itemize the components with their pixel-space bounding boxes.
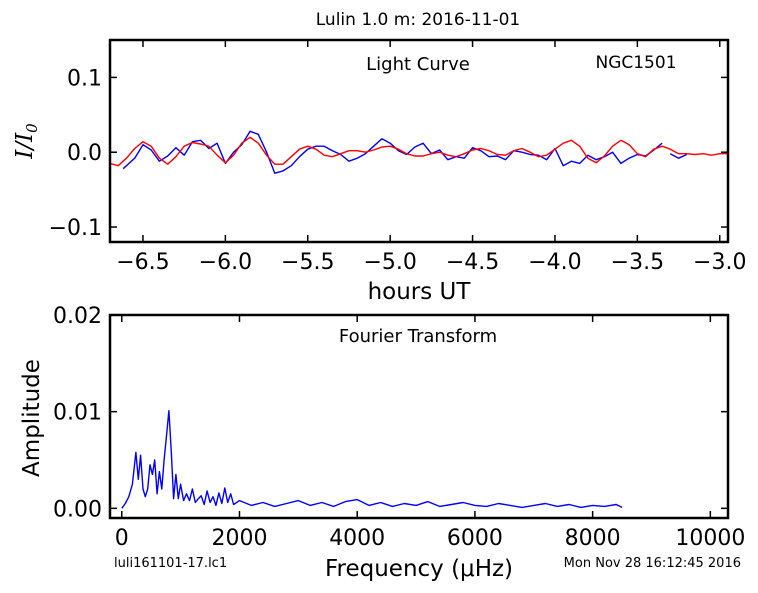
light-curve-axes-frame <box>108 38 730 244</box>
object-label: NGC1501 <box>595 53 676 73</box>
fourier-title: Fourier Transform <box>339 326 497 347</box>
footer-date: Mon Nov 28 16:12:45 2016 <box>564 556 741 571</box>
x-tick-label: 4000 <box>329 526 385 551</box>
y-tick-label: 0.00 <box>53 497 102 522</box>
fourier-x-label: Frequency (μHz) <box>325 556 513 582</box>
y-tick-label: 0.1 <box>67 66 102 91</box>
y-tick-label: −0.1 <box>49 216 102 241</box>
fourier-panel: Fourier Transform 0 2000 4000 6000 8000 10000… <box>19 304 745 582</box>
x-tick-label: 8000 <box>565 526 621 551</box>
x-tick-label: −3.5 <box>611 250 664 275</box>
x-tick-label: 2000 <box>211 526 267 551</box>
light-curve-title: Light Curve <box>366 54 470 75</box>
x-tick-label: 6000 <box>447 526 503 551</box>
x-tick-label: −5.0 <box>363 250 416 275</box>
y-tick-label: 0.01 <box>53 401 102 426</box>
y-tick-label: 0.02 <box>53 304 102 329</box>
y-tick-label: 0.0 <box>67 141 102 166</box>
x-tick-label: −4.0 <box>528 250 581 275</box>
x-tick-label: −5.5 <box>281 250 334 275</box>
x-tick-label: 10000 <box>675 526 745 551</box>
x-tick-label: −6.0 <box>199 250 252 275</box>
series-line-0 <box>122 130 663 174</box>
footer-file: luli161101-17.lc1 <box>114 556 227 571</box>
light-curve-x-label: hours UT <box>368 279 472 305</box>
series-line-0 <box>121 410 623 509</box>
fourier-y-ticks: 0.00 0.01 0.02 <box>53 304 728 522</box>
light-curve-x-ticks: −6.5 −6.0 −5.5 −5.0 −4.5 −4.0 −3.5 −3.0 <box>116 40 746 275</box>
series-line-1 <box>109 136 728 167</box>
series-line-0 <box>669 153 688 159</box>
light-curve-series <box>109 130 728 174</box>
x-tick-label: −3.0 <box>693 250 746 275</box>
figure-title: Lulin 1.0 m: 2016-11-01 <box>316 10 521 30</box>
x-tick-label: −4.5 <box>446 250 499 275</box>
x-tick-label: 0 <box>115 526 129 551</box>
fourier-x-ticks: 0 2000 4000 6000 8000 10000 <box>115 315 745 551</box>
fourier-y-label: Amplitude <box>19 359 45 477</box>
fourier-axes-frame <box>108 313 730 520</box>
x-tick-label: −6.5 <box>116 250 169 275</box>
light-curve-y-ticks: −0.1 0.0 0.1 <box>49 66 728 241</box>
light-curve-y-label: I/I0 <box>12 123 41 160</box>
fourier-series <box>121 410 623 509</box>
light-curve-panel: Light Curve NGC1501 −6.5 −6.0 −5.5 −5.0 −4.5… <box>12 38 746 305</box>
